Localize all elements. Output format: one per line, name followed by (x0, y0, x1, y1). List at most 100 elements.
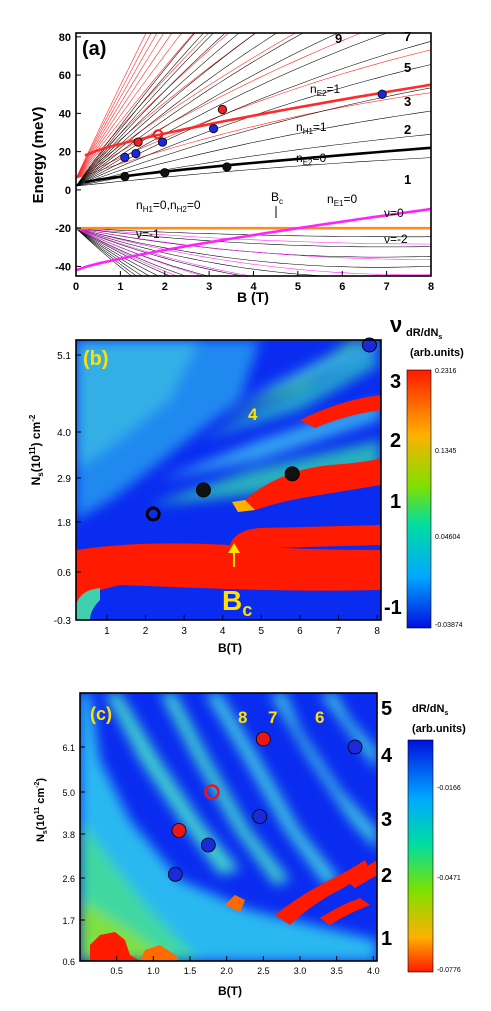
data-point-b-3 (145, 506, 161, 522)
nu-tick-5-c: 5 (381, 698, 392, 720)
level-label-9: 9 (335, 31, 342, 46)
panel-c: 0.5 1.0 1.5 2.0 2.5 3.0 3.5 4.0 6.1 5.0 3.8 2.6 1.7… (34, 692, 466, 998)
y-axis-label-c: Ns(1011 cm-2) (34, 778, 49, 842)
fan-line (76, 157, 431, 187)
data-point-a-7 (377, 89, 387, 99)
key-line-nE2=0 (84, 146, 431, 184)
data-point-a-8 (120, 171, 130, 182)
data-point-a-2 (133, 137, 143, 147)
fan-line (76, 33, 257, 187)
y-tick-label-b: 4.0 (57, 428, 71, 439)
fan-line (76, 33, 158, 179)
x-tick-label-a: 4 (250, 281, 257, 293)
label-nE1-0: nE1=0 (327, 192, 357, 208)
fan-line (76, 33, 240, 187)
x-tick-label-c: 2.0 (220, 966, 233, 976)
label-nu-0: ν=0 (384, 206, 404, 220)
fan-line (76, 227, 138, 276)
level-label-5: 5 (404, 60, 411, 75)
fan-line (76, 33, 297, 179)
fan-line (76, 227, 171, 276)
data-point-c-0 (255, 731, 271, 747)
x-tick-label-c: 3.0 (294, 966, 307, 976)
x-tick-label-b: 7 (336, 626, 342, 637)
level-label-2: 2 (404, 122, 411, 137)
data-point-a-4 (157, 137, 168, 147)
y-ticks-a: -40 -20 0 20 40 60 80 (55, 32, 81, 273)
x-tick-label-a: 2 (162, 281, 168, 293)
fan-line (76, 33, 278, 187)
fan-line (76, 87, 431, 187)
key-line-magenta (76, 207, 431, 272)
label-7-c: 7 (268, 708, 277, 727)
fan-line (76, 227, 431, 276)
label-4-b: 4 (248, 405, 258, 424)
colorbar-b (406, 369, 432, 629)
heatmap-c (80, 693, 377, 961)
y-tick-label-b: 0.6 (57, 568, 71, 579)
x-tick-label-b: 2 (143, 626, 149, 637)
level-label-3: 3 (404, 94, 411, 109)
data-points-c (167, 731, 363, 882)
fan-line (76, 33, 182, 179)
colorbar-tick-b-0: 0.2316 (435, 368, 457, 375)
y-axis-label-a: Energy (meV) (30, 107, 47, 204)
x-tick-label-c: 0.5 (110, 966, 123, 976)
nu-tick-minus1-b: -1 (384, 597, 402, 619)
panel-label-c: (c) (90, 704, 112, 724)
x-axis-label-b: B(T) (218, 641, 242, 655)
nu-tick-3-b: 3 (390, 371, 401, 393)
x-tick-label-a: 8 (428, 281, 434, 293)
panel-a: 0 1 2 3 4 5 6 7 8 -40 -20 0 20 40 60 80 (a) Energy (me… (30, 29, 434, 305)
data-points-a (120, 89, 387, 182)
nu-tick-2-c: 2 (381, 865, 392, 887)
data-point-c-6 (167, 866, 183, 882)
x-tick-label-c: 4.0 (367, 966, 380, 976)
y-tick-label-b: 1.8 (57, 518, 71, 529)
y-ticks-c: 6.1 5.0 3.8 2.6 1.7 0.6 (62, 743, 85, 967)
panel-b: 1 2 3 4 5 6 7 8 5.1 4.0 2.9 1.8 0.6 -0.3 (b) 4 Bc Ns… (28, 312, 464, 655)
axes-frame-b (75, 339, 382, 621)
y-tick-label-a: -40 (55, 261, 71, 273)
data-point-c-2 (204, 784, 220, 800)
colorbar-unit-b: (arb.units) (410, 347, 464, 359)
axes-frame-c (79, 692, 378, 962)
fan-line (76, 33, 147, 179)
x-tick-label-a: 0 (73, 281, 79, 293)
y-tick-label-c: 2.6 (62, 874, 75, 884)
x-axis-label-c: B(T) (218, 984, 242, 998)
y-tick-label-c: 5.0 (62, 788, 75, 798)
fan-line (76, 92, 431, 179)
fan-line (76, 33, 230, 179)
fan-line (76, 227, 160, 276)
fan-line (76, 227, 253, 276)
label-nH1-1: nH1=1 (296, 120, 327, 136)
x-tick-label-a: 6 (339, 281, 345, 293)
fan-line (76, 41, 431, 187)
x-ticks-c: 0.5 1.0 1.5 2.0 2.5 3.0 3.5 4.0 (110, 956, 380, 976)
y-tick-label-a: 0 (65, 185, 71, 197)
y-tick-label-a: 20 (59, 147, 71, 159)
data-point-a-3 (152, 129, 164, 140)
data-point-b-2 (284, 466, 300, 482)
x-tick-label-a: 5 (295, 281, 301, 293)
x-axis-label-a: B (T) (237, 289, 269, 305)
y-axis-label-b: Ns(1011) cm-2 (28, 414, 45, 485)
colorbar-c (407, 739, 434, 973)
fan-line (76, 227, 431, 248)
fan-line (76, 33, 165, 179)
label-nE2-0: nE2=0 (296, 151, 326, 167)
fan-line (76, 33, 195, 179)
fan-line (76, 33, 339, 187)
fan-line (76, 227, 143, 276)
colorbar-tick-c-0: -0.0166 (437, 785, 461, 792)
x-tick-label-b: 3 (181, 626, 187, 637)
label-nH1-nH2: nH1=0,nH2=0 (136, 198, 201, 214)
label-Bc-b: Bc (222, 585, 252, 620)
y-tick-label-a: 60 (59, 70, 71, 82)
panel-label-b: (b) (83, 348, 109, 370)
y-tick-label-c: 0.6 (62, 957, 75, 967)
data-point-c-5 (200, 837, 216, 853)
label-nu-minus1: ν=-1 (136, 227, 160, 241)
